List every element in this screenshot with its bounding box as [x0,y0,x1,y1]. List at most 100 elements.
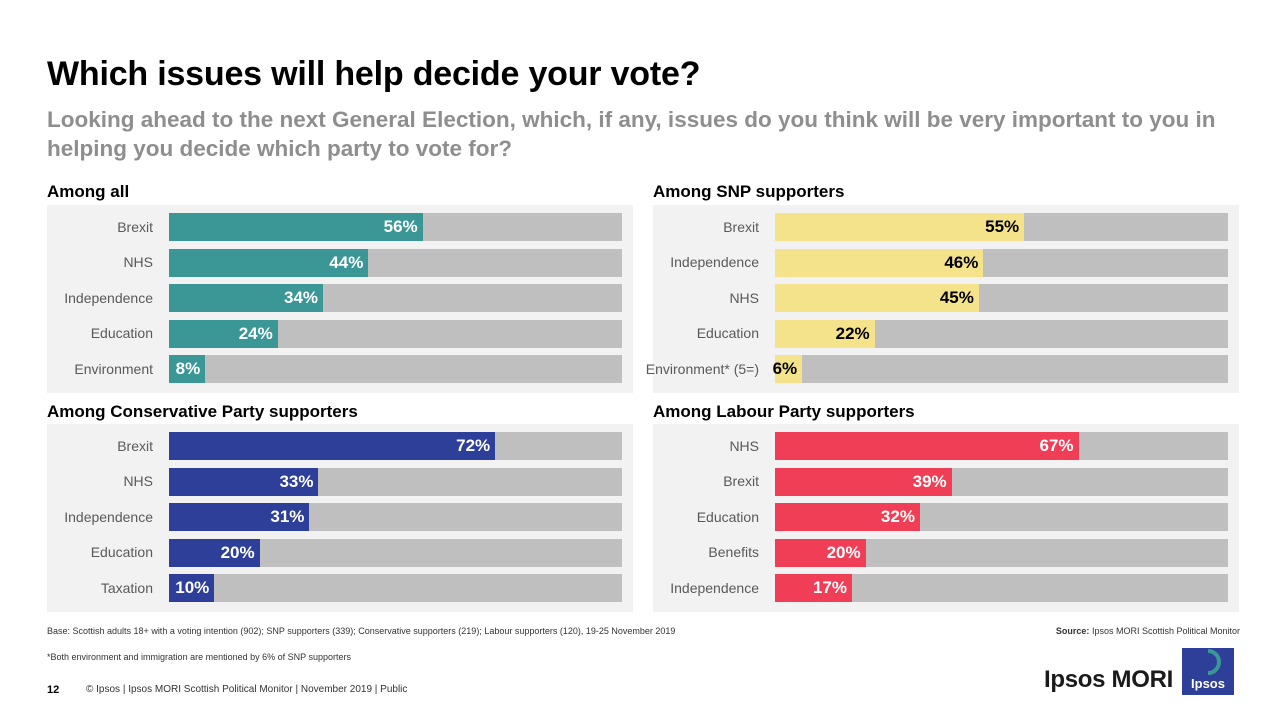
bar: 72% [169,432,496,460]
bar-value-label: 20% [220,542,255,562]
chart-panel-conservative: Brexit 72% NHS 33% Independence 31% Education 2… [47,424,633,612]
bar-value-label: 34% [283,288,319,307]
category-label: Benefits [708,544,759,560]
bar: 46% [775,248,984,277]
bar-row: Taxation 10% [47,574,633,602]
page-title: Which issues will help decide your vote? [47,55,701,93]
bar-row: NHS 45% [653,284,1239,312]
bar: 20% [169,538,260,567]
bar: 56% [169,213,423,241]
bar: 20% [775,538,866,567]
category-label: Environment* (5=) [645,360,759,377]
bar-track: 44% [169,248,622,277]
bar-value-label: 56% [383,217,418,236]
bar-value-label: 72% [456,436,491,455]
bar-track: 46% [775,248,1228,277]
category-label: NHS [123,254,153,270]
chart-panel-labour: NHS 67% Brexit 39% Education 32% Benefits 20% In… [653,424,1239,612]
bar-track: 67% [775,432,1228,460]
chart-title-conservative: Among Conservative Party supporters [47,402,358,421]
bar: 31% [169,503,310,531]
bar: 67% [775,432,1079,460]
ipsos-logo: Ipsos [1182,648,1234,695]
bar-value-label: 17% [812,578,847,597]
category-label: Education [696,508,759,525]
bar-value-label: 39% [912,471,947,491]
page-number: 12 [47,684,60,696]
bar-value-label: 32% [880,507,915,526]
bar-value-label: 55% [985,217,1020,236]
bar-track: 8% [169,355,622,383]
bar-track: 32% [775,503,1228,531]
chart-panel-snp: Brexit 55% Independence 46% NHS 45% Education 2… [646,205,1239,393]
base-footnote: Base: Scottish adults 18+ with a voting … [47,626,676,636]
bar: 55% [775,213,1025,241]
brand-wordmark: Ipsos MORI [1044,666,1174,693]
bar-row: Brexit 55% [653,213,1239,241]
logo-accent-arc [1207,649,1221,675]
bar-value-label: 24% [238,323,273,343]
category-label: Environment [74,360,153,377]
bar: 32% [775,503,920,531]
category-label: NHS [123,473,153,489]
bar-track: 55% [775,213,1228,241]
bar-track: 17% [775,574,1228,602]
source-label: Source: [1055,626,1090,636]
asterisk-footnote: *Both environment and immigration are me… [47,652,351,662]
bar-value-label: 45% [939,288,974,307]
bar-row: Independence 46% [653,248,1239,277]
footer-text: © Ipsos | Ipsos MORI Scottish Political … [86,684,408,695]
bar-track: 34% [169,284,622,312]
bar-track: 24% [169,319,622,348]
bar-value-label: 33% [279,471,314,491]
bar-row: Environment* (5=) 6% [646,355,1239,383]
bar: 6% [773,355,803,383]
bar-row: Brexit 72% [47,432,633,460]
bar-row: Benefits 20% [653,538,1239,567]
bar: 8% [169,355,206,383]
bar: 17% [775,574,852,602]
category-label: Independence [64,508,153,525]
category-label: Education [90,544,153,560]
bar-track: 22% [775,319,1228,348]
category-label: Taxation [100,579,153,596]
bar-row: NHS 44% [47,248,633,277]
chart-panel-all: Brexit 56% NHS 44% Independence 34% Education 2… [47,205,633,393]
bar: 22% [775,319,875,348]
bar: 34% [169,284,324,312]
bar-value-label: 20% [826,542,861,562]
category-label: Education [696,325,759,341]
bar: 24% [169,319,278,348]
category-label: Brexit [723,218,759,235]
bar: 10% [169,574,215,602]
bar-track: 6% [773,355,1228,383]
bar-value-label: 44% [329,252,364,272]
bar-track: 33% [169,467,622,496]
category-label: Independence [670,579,759,596]
bar: 39% [775,467,952,496]
bar-track: 10% [169,574,622,602]
bar-track: 39% [775,467,1228,496]
bar-row: Education 24% [47,319,633,348]
bar: 33% [169,467,319,496]
source-footnote: Source: Ipsos MORI Scottish Political Mo… [1056,627,1240,636]
chart-title-snp: Among SNP supporters [653,182,845,201]
bar-value-label: 31% [270,507,305,526]
category-label: Brexit [723,473,759,489]
bar-row: Education 22% [653,319,1239,348]
bar-row: NHS 33% [47,467,633,496]
bar-row: Brexit 56% [47,213,633,241]
bar-track: 20% [775,538,1228,567]
bar-value-label: 22% [835,323,870,343]
source-text: Ipsos MORI Scottish Political Monitor [1091,626,1240,636]
bar-row: NHS 67% [653,432,1239,460]
bar-row: Independence 17% [653,574,1239,602]
category-label: Brexit [117,218,153,235]
bar-row: Education 32% [653,503,1239,531]
bar-value-label: 46% [944,252,979,272]
category-label: Independence [670,254,759,270]
category-label: Independence [64,289,153,306]
category-label: Education [90,325,153,341]
bar-value-label: 8% [175,359,201,378]
bar: 44% [169,248,369,277]
